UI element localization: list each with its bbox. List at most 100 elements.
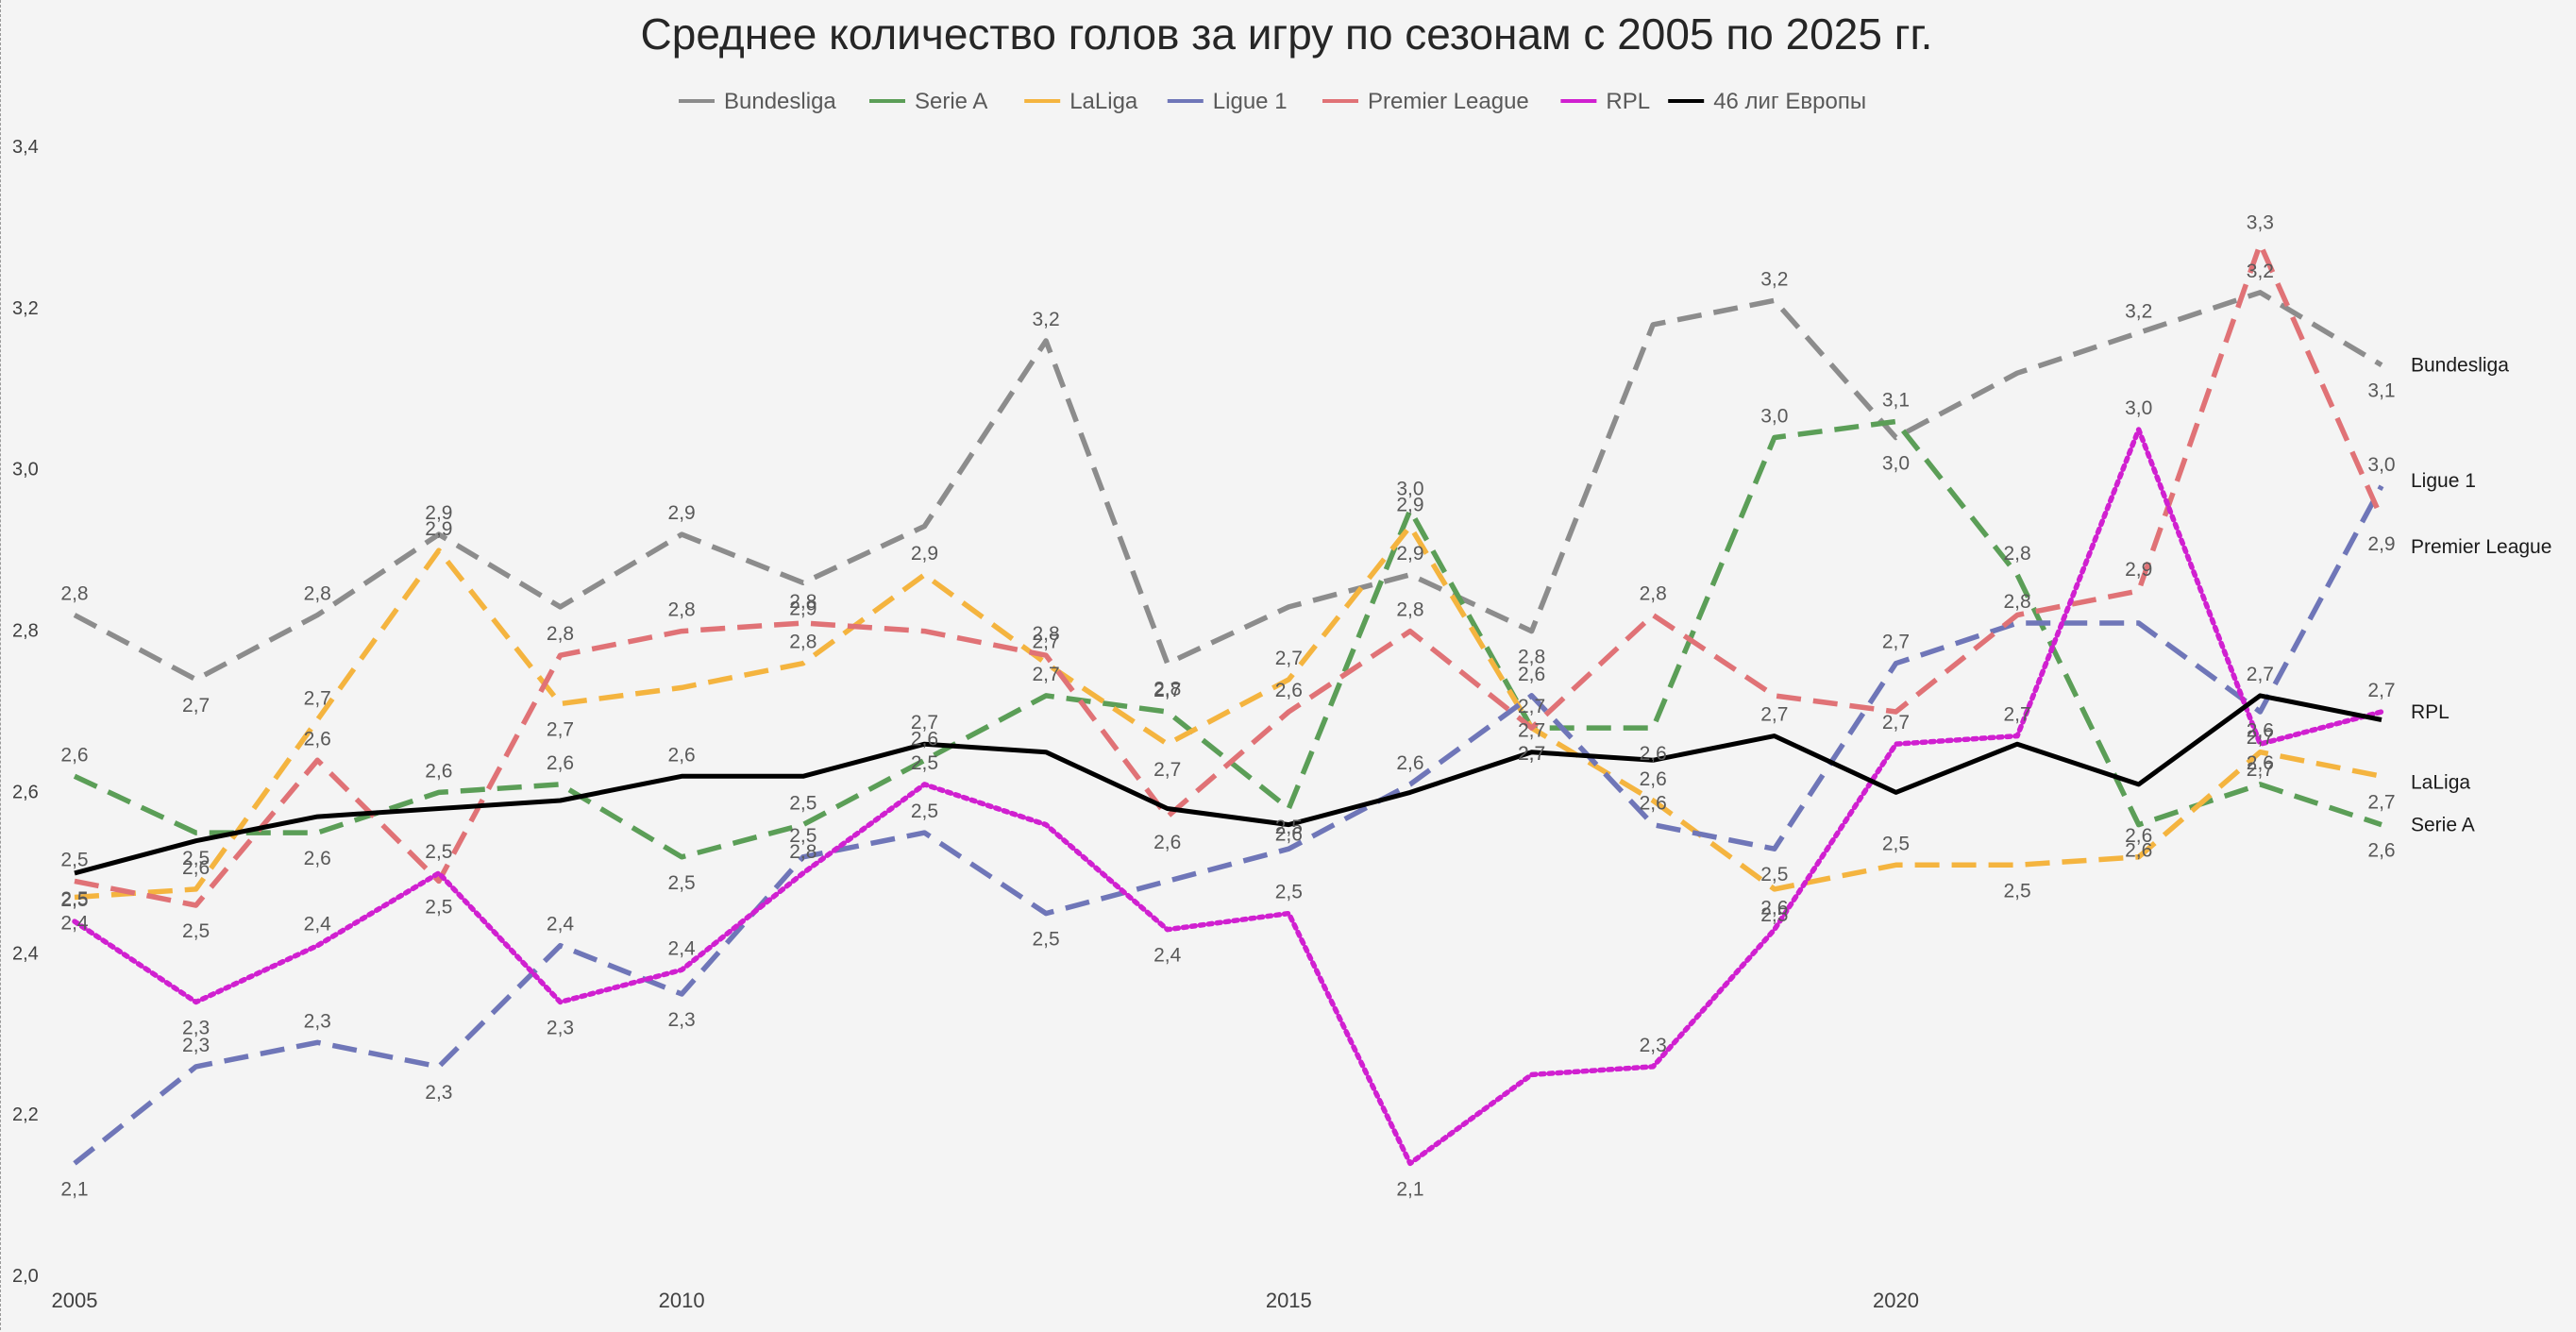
- y-tick-label: 3,2: [12, 298, 39, 319]
- data-label: 2,5: [1275, 817, 1303, 838]
- data-label: 2,5: [1760, 864, 1788, 885]
- legend-item-46-лиг-европы: 46 лиг Европы: [1668, 89, 1866, 114]
- data-label: 3,1: [2367, 380, 2395, 402]
- data-label: 2,5: [182, 920, 210, 942]
- data-label: 2,7: [2247, 759, 2274, 781]
- data-label: 2,7: [2004, 704, 2031, 726]
- y-tick-label: 3,4: [12, 137, 39, 158]
- data-labels-rpl: 2,52,32,42,52,32,42,82,52,42,52,12,32,62…: [60, 397, 2395, 1200]
- data-label: 3,0: [2367, 454, 2395, 476]
- series-line-premier-league: [74, 241, 2384, 908]
- data-label: 2,9: [2125, 559, 2152, 581]
- data-label: 2,6: [1275, 824, 1303, 846]
- data-label: 2,8: [789, 591, 817, 613]
- series-layer: [72, 241, 2384, 1167]
- data-label: 2,7: [1518, 696, 1545, 717]
- x-tick-label: 2010: [659, 1289, 705, 1312]
- data-label: 3,0: [2125, 397, 2152, 419]
- legend-item-bundesliga: Bundesliga: [679, 89, 836, 114]
- data-label: 2,8: [1640, 582, 1667, 604]
- series-line-rpl: [72, 427, 2384, 1167]
- data-label: 2,3: [547, 1018, 574, 1039]
- chart-title: Среднее количество голов за игру по сезо…: [641, 9, 1933, 59]
- data-label: 2,8: [1518, 647, 1545, 668]
- end-label-ligue-1: Ligue 1: [2411, 470, 2476, 492]
- data-label: 2,3: [182, 1035, 210, 1056]
- data-label: 2,7: [1153, 759, 1181, 781]
- x-tick-label: 2015: [1266, 1289, 1312, 1312]
- data-label: 2,7: [547, 718, 574, 740]
- data-label: 2,1: [60, 1178, 88, 1200]
- end-label-bundesliga: Bundesliga: [2411, 355, 2509, 377]
- data-label: 2,8: [304, 582, 331, 604]
- legend-item-serie-a: Serie A: [869, 89, 987, 114]
- data-label: 2,8: [789, 841, 817, 863]
- data-labels-serie-a: 2,62,5 2,62,6 2,62,52,52,62,72,72,63,02,7 2…: [60, 389, 2395, 893]
- data-label: 2,8: [2004, 543, 2031, 565]
- y-axis: 2,0 2,2 2,4 2,6 2,8 3,0 3,2 3,4: [12, 137, 39, 1287]
- series-line-46-лиг-европы: [74, 693, 2382, 876]
- data-label: 2,6: [547, 752, 574, 774]
- data-label: 2,3: [1640, 1035, 1667, 1056]
- data-label: 3,0: [1396, 478, 1423, 499]
- end-label-laliga: LaLiga: [2411, 771, 2470, 793]
- y-tick-label: 2,0: [12, 1266, 39, 1287]
- data-label: 2,7: [2247, 664, 2274, 685]
- data-label: 2,5: [1032, 929, 1059, 951]
- legend-label: RPL: [1606, 89, 1650, 114]
- data-label: 2,4: [60, 912, 89, 934]
- series-line-serie-a: [73, 418, 2382, 860]
- data-label: 2,8: [1032, 623, 1059, 645]
- data-labels-laliga: 2,42,62,72,92,72,82,92,72,72,72,92,72,62…: [60, 495, 2395, 935]
- data-label: 2,8: [668, 599, 696, 621]
- data-label: 2,6: [1518, 664, 1545, 685]
- x-tick-label: 2005: [52, 1289, 98, 1312]
- data-label: 2,7: [1518, 743, 1545, 765]
- data-label: 2,6: [1153, 832, 1181, 853]
- legend-item-rpl: RPL: [1560, 89, 1650, 114]
- legend-label: Premier League: [1368, 89, 1529, 114]
- data-label: 2,6: [911, 728, 938, 750]
- data-labels-premier-league: 2,52,52,62,52,82,8 2,82,82,62,62,82,72,82…: [60, 212, 2395, 943]
- data-label: 2,3: [668, 1009, 696, 1031]
- data-label: 2,7: [2247, 727, 2274, 749]
- data-label: 2,7: [1518, 720, 1545, 742]
- x-tick-label: 2020: [1873, 1289, 1919, 1312]
- data-label: 2,5: [60, 849, 88, 870]
- data-label: 3,2: [2247, 261, 2274, 282]
- data-label: 2,6: [1640, 793, 1667, 815]
- y-tick-label: 2,8: [12, 621, 39, 642]
- data-label: 2,7: [1882, 712, 1910, 733]
- data-label: 2,6: [668, 744, 696, 766]
- data-label: 2,5: [60, 888, 88, 910]
- data-label: 2,9: [911, 543, 938, 565]
- data-label: 2,7: [1032, 664, 1059, 685]
- data-label: 2,5: [1882, 833, 1910, 854]
- legend-item-premier-league: Premier League: [1322, 89, 1529, 114]
- end-label-rpl: RPL: [2411, 701, 2450, 723]
- data-label: 2,9: [668, 502, 696, 524]
- data-label: 2,9: [1396, 495, 1423, 516]
- chart-legend: Bundesliga Serie A LaLiga Ligue 1 Premier Le…: [679, 89, 1866, 114]
- data-label: 2,1: [1396, 1178, 1423, 1200]
- data-label: 2,7: [1882, 632, 1910, 653]
- y-tick-label: 2,4: [12, 943, 39, 964]
- data-label: 2,8: [547, 623, 574, 645]
- data-label: 2,8: [789, 632, 817, 653]
- data-label: 2,6: [1396, 752, 1423, 774]
- x-axis: 2005 2010 2015 2020: [52, 1289, 1919, 1312]
- data-label: 3,3: [2247, 212, 2274, 234]
- series-line-bundesliga: [73, 290, 2383, 683]
- data-label: 2,8: [60, 582, 88, 604]
- y-tick-label: 3,0: [12, 460, 39, 481]
- data-label: 3,0: [1882, 453, 1910, 475]
- data-label: 2,5: [425, 896, 452, 918]
- data-label: 2,7: [1760, 704, 1788, 726]
- data-label: 2,6: [1640, 768, 1667, 790]
- data-label: 2,6: [1760, 898, 1788, 919]
- data-label: 2,8: [2004, 591, 2031, 613]
- data-label: 3,2: [1760, 268, 1788, 290]
- data-label: 2,6: [2247, 752, 2274, 774]
- y-tick-label: 2,2: [12, 1104, 39, 1125]
- data-label: 2,6: [425, 760, 452, 782]
